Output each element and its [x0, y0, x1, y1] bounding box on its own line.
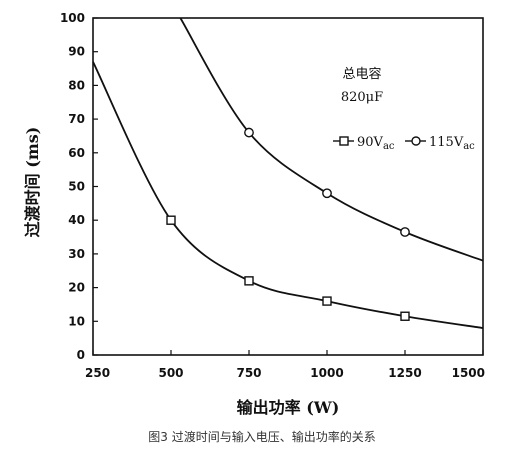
series-90vac-point	[322, 296, 332, 306]
y-tick-label: 10	[68, 314, 85, 328]
series-115vac	[179, 17, 484, 262]
ticks: 0 10 20 30 40 50 60 70 80 90 100 250 500 750 1000 1250 1…	[60, 11, 485, 380]
x-tick-label: 1250	[388, 366, 421, 380]
series-layer	[92, 17, 484, 329]
x-tick-label: 750	[236, 366, 261, 380]
legend: 90Vac 115Vac	[333, 135, 475, 152]
caption: 图3 过渡时间与输入电压、输出功率的关系	[148, 429, 375, 444]
legend-115vac-label: 115Vac	[429, 135, 475, 152]
x-tick-label: 250	[85, 366, 110, 380]
y-tick-label: 80	[68, 78, 85, 92]
y-tick-label: 60	[68, 146, 85, 160]
annotation-line-2: 820μF	[341, 90, 383, 105]
series-115vac-point	[400, 227, 410, 237]
legend-90vac-label: 90Vac	[357, 135, 395, 152]
y-tick-label: 40	[68, 213, 85, 227]
y-tick-label: 30	[68, 247, 85, 261]
series-90vac-point	[244, 276, 254, 286]
series-115vac-point	[244, 127, 254, 138]
y-tick-label: 90	[68, 45, 85, 59]
legend-90vac-sub: ac	[383, 141, 395, 152]
legend-115vac-marker	[411, 136, 421, 146]
x-tick-label: 1500	[452, 366, 485, 380]
legend-115vac-main: 115V	[429, 135, 464, 150]
series-90vac-point	[400, 311, 410, 321]
legend-90vac-main: 90V	[357, 135, 384, 150]
series-90vac-line	[92, 61, 484, 329]
series-90vac	[92, 61, 484, 329]
series-115vac-point	[322, 188, 332, 199]
y-tick-label: 20	[68, 281, 85, 295]
x-tick-label: 1000	[310, 366, 343, 380]
y-tick-label: 70	[68, 112, 85, 126]
y-tick-label: 0	[77, 348, 85, 362]
legend-115vac-sub: ac	[463, 141, 475, 152]
y-tick-label: 50	[68, 180, 85, 194]
y-tick-label: 100	[60, 11, 85, 25]
legend-90vac-marker	[339, 136, 349, 146]
y-axis-title: 过渡时间 (ms)	[23, 127, 42, 238]
series-90vac-point	[166, 215, 176, 225]
x-tick-label: 500	[158, 366, 183, 380]
x-axis-title: 输出功率 (W)	[237, 398, 340, 417]
annotation-line-1: 总电容	[342, 66, 381, 82]
